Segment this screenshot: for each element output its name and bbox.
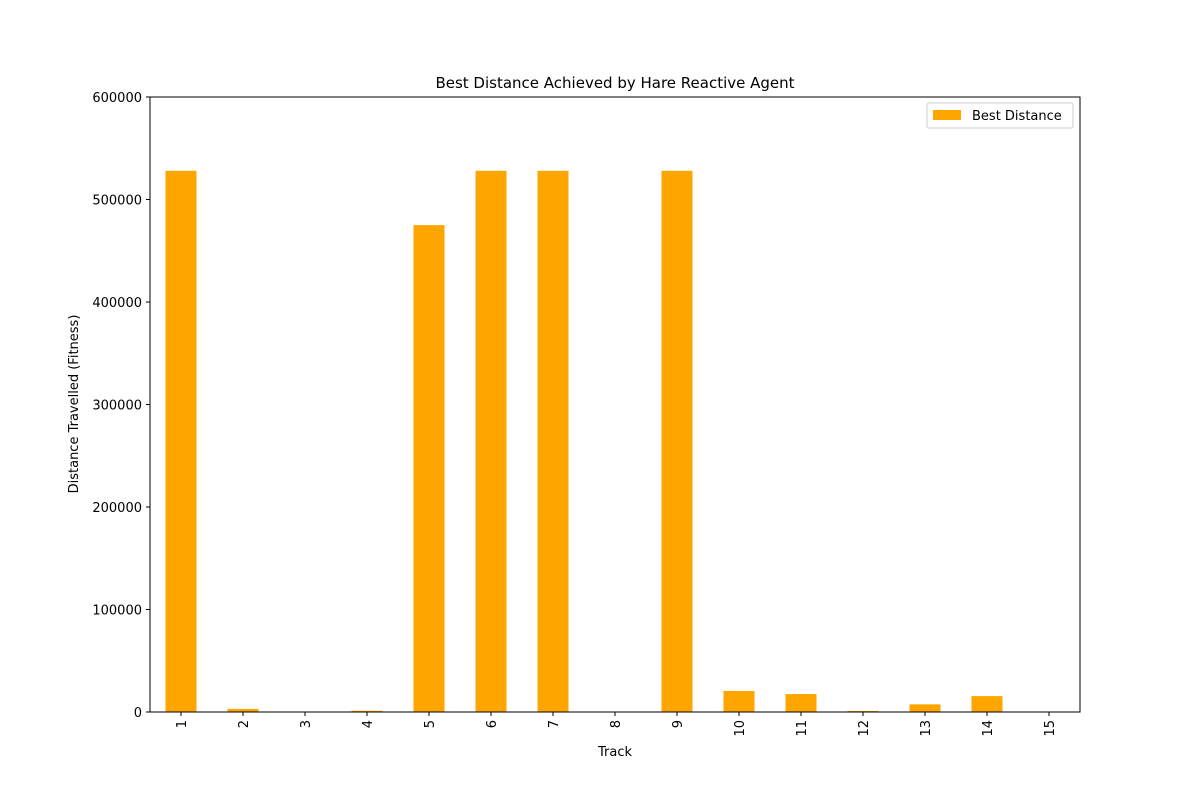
x-tick-label: 6: [485, 720, 500, 728]
y-tick-label: 400000: [92, 296, 142, 311]
bar-track-7: [537, 170, 569, 713]
bar-track-9: [661, 170, 693, 713]
x-tick-label: 1: [175, 720, 190, 728]
bar-track-14: [971, 696, 1003, 712]
y-tick-label: 600000: [92, 91, 142, 106]
y-tick-label: 0: [134, 706, 142, 721]
x-tick-label: 2: [237, 720, 252, 728]
plot-area-frame: [149, 96, 1081, 713]
x-tick-label: 10: [733, 720, 748, 737]
x-tick-label: 5: [423, 720, 438, 728]
x-tick-label: 4: [361, 720, 376, 728]
x-tick-label: 7: [547, 720, 562, 728]
bar-track-12: [847, 710, 879, 712]
y-tick-label: 500000: [92, 194, 142, 209]
x-tick-label: 11: [795, 720, 810, 737]
y-tick-label: 100000: [92, 604, 142, 619]
bar-track-2: [227, 708, 259, 712]
x-tick-label: 8: [609, 720, 624, 728]
x-tick-label: 13: [919, 720, 934, 737]
bar-track-6: [475, 170, 507, 713]
bar-track-1: [165, 170, 197, 713]
x-tick-label: 15: [1043, 720, 1058, 737]
y-axis-ticks: 0 100000 200000 300000 400000 500000 600000: [92, 91, 150, 721]
bar-track-10: [723, 690, 755, 712]
bar-track-11: [785, 694, 817, 712]
x-axis-ticks: 1 2 3 4 5 6 7 8 9 10 11 12 13 14 15: [175, 712, 1058, 737]
legend-label-best-distance: Best Distance: [972, 109, 1062, 124]
x-tick-label: 14: [981, 720, 996, 737]
legend-swatch-best-distance: [933, 110, 961, 120]
y-tick-label: 200000: [92, 501, 142, 516]
legend: Best Distance: [926, 102, 1074, 129]
bars-group: [165, 170, 1003, 713]
bar-track-4: [351, 710, 383, 712]
x-axis-label: Track: [597, 745, 632, 760]
chart-title: Best Distance Achieved by Hare Reactive …: [435, 74, 794, 92]
bar-track-13: [909, 704, 941, 712]
y-axis-label: Distance Travelled (Fitness): [67, 315, 82, 494]
x-tick-label: 3: [299, 720, 314, 728]
y-tick-label: 300000: [92, 399, 142, 414]
bar-track-5: [413, 225, 445, 712]
x-tick-label: 12: [857, 720, 872, 737]
legend-box: [926, 102, 1074, 129]
x-tick-label: 9: [671, 720, 686, 728]
